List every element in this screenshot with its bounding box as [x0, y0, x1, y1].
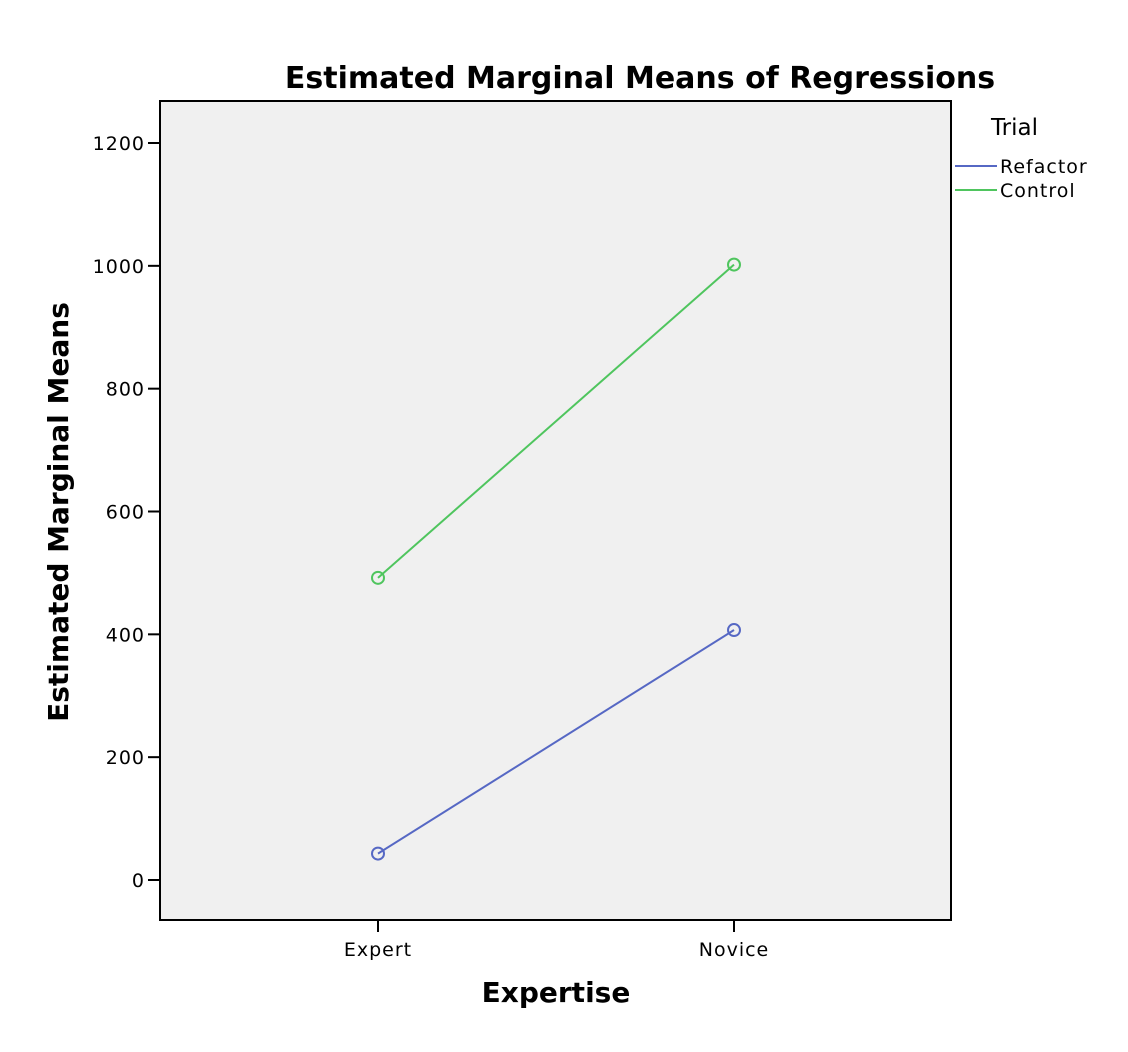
legend-label-control: Control	[1000, 180, 1076, 202]
y-tick-label-6: 1200	[93, 133, 145, 155]
point-control-novice	[727, 257, 741, 272]
y-tick-label-1: 200	[106, 747, 145, 769]
plot-area	[159, 100, 952, 921]
y-tick-label-5: 1000	[93, 256, 145, 278]
chart-title: Estimated Marginal Means of Regressions	[285, 61, 995, 96]
legend-label-refactor: Refactor	[1000, 156, 1088, 178]
x-axis-title: Expertise	[482, 976, 631, 1009]
y-tick-label-3: 600	[106, 502, 145, 524]
series-line-refactor	[377, 629, 735, 855]
point-control-expert	[371, 570, 385, 585]
x-axis: Expert Novice	[344, 920, 770, 961]
point-refactor-novice	[727, 623, 741, 638]
legend-title: Trial	[990, 115, 1038, 141]
y-axis: 0 200 400 600 800 1000 1200	[93, 133, 160, 892]
point-refactor-expert	[371, 846, 385, 861]
series-layer	[371, 257, 741, 861]
y-tick-label-0: 0	[132, 870, 145, 892]
y-tick-label-4: 800	[106, 379, 145, 401]
series-line-control	[377, 263, 735, 579]
y-axis-title: Estimated Marginal Means	[42, 302, 75, 722]
x-tick-label-0: Expert	[344, 939, 412, 961]
x-tick-label-1: Novice	[699, 939, 770, 961]
y-tick-label-2: 400	[106, 624, 145, 646]
